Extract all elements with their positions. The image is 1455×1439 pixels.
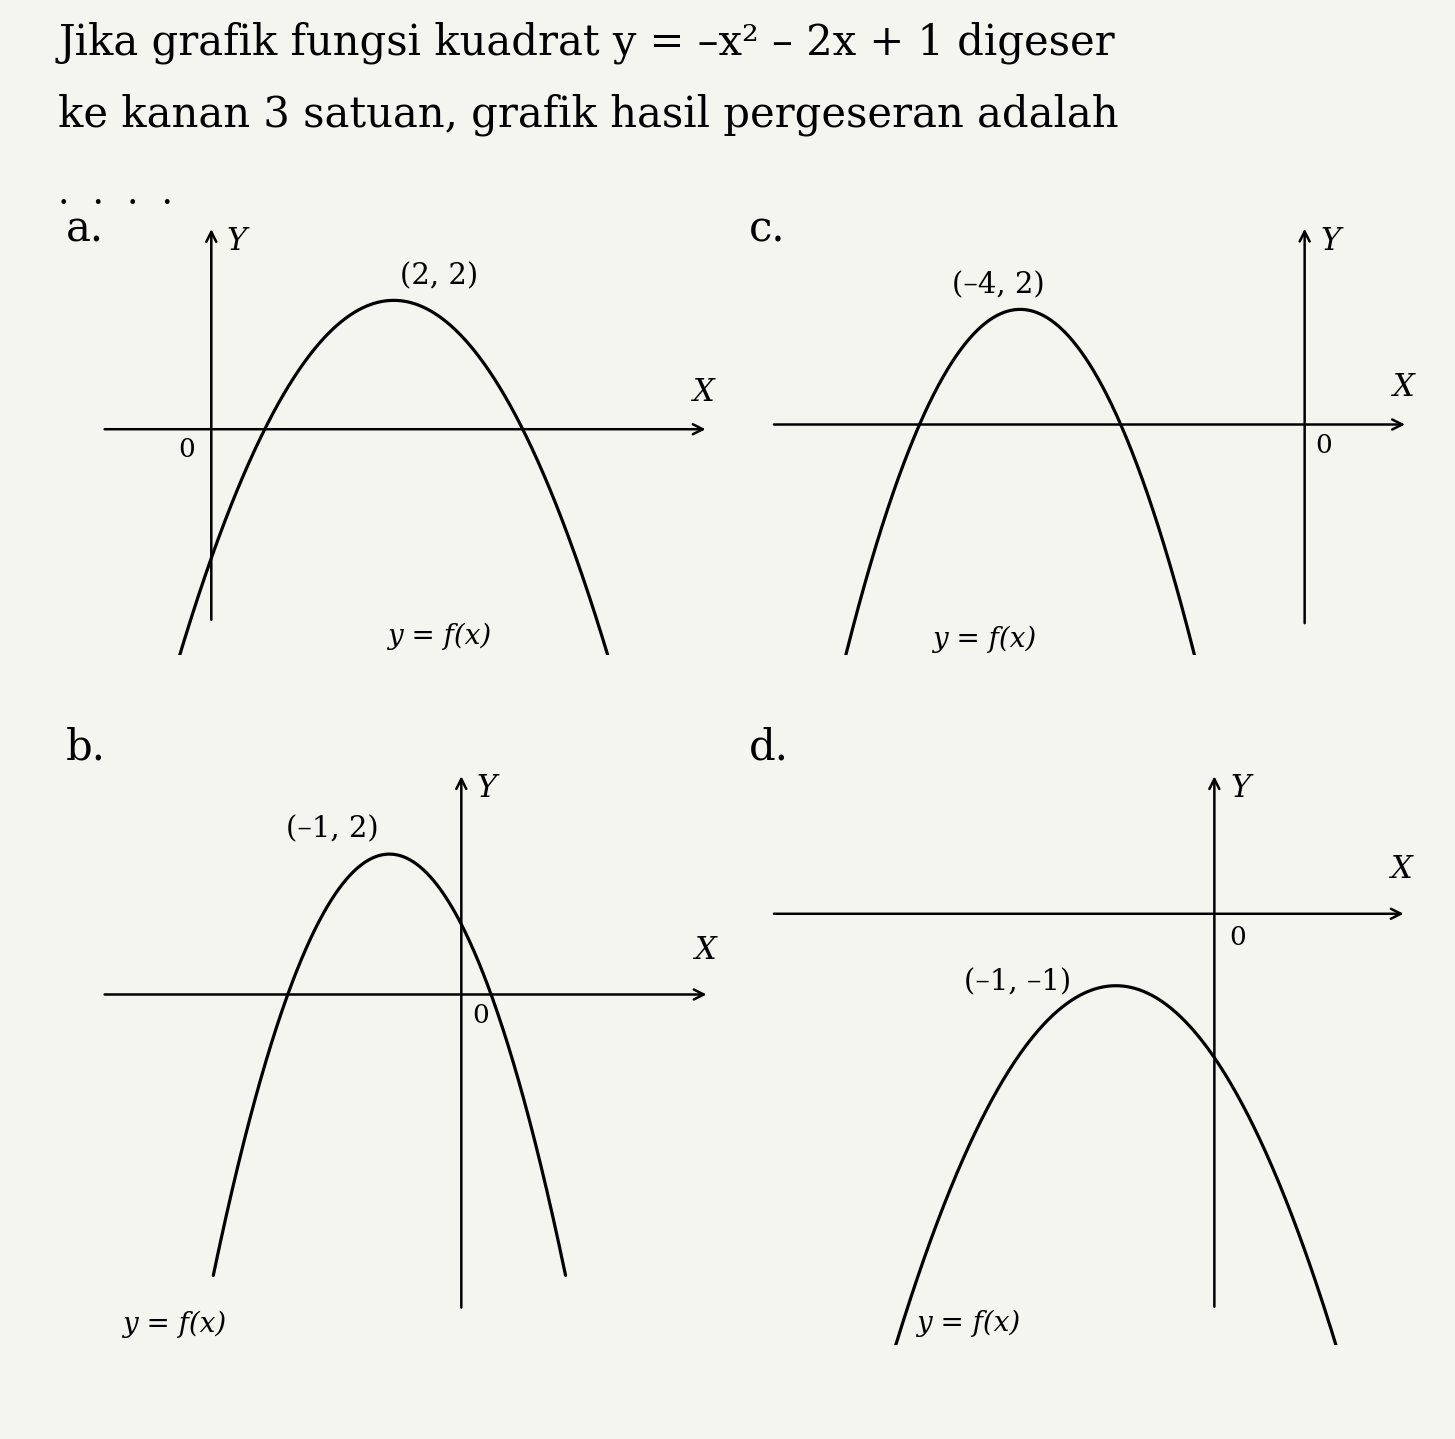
Text: (–1, –1): (–1, –1)	[963, 968, 1071, 996]
Text: y = f(x): y = f(x)	[933, 626, 1036, 653]
Text: 0: 0	[1229, 925, 1245, 950]
Text: (–4, 2): (–4, 2)	[953, 271, 1045, 299]
Text: Y: Y	[1231, 774, 1250, 804]
Text: (–1, 2): (–1, 2)	[285, 816, 378, 843]
Text: b.: b.	[65, 727, 105, 768]
Text: y = f(x): y = f(x)	[387, 623, 492, 650]
Text: 0: 0	[471, 1003, 489, 1027]
Text: 0: 0	[1315, 433, 1333, 458]
Text: Y: Y	[1321, 226, 1340, 258]
Text: X: X	[1391, 853, 1413, 885]
Text: Jika grafik fungsi kuadrat y = –x² – 2x + 1 digeser: Jika grafik fungsi kuadrat y = –x² – 2x …	[58, 22, 1115, 65]
Text: X: X	[1394, 371, 1416, 403]
Text: c.: c.	[749, 209, 786, 250]
Text: X: X	[695, 935, 717, 966]
Text: Y: Y	[477, 773, 496, 804]
Text: d.: d.	[749, 727, 789, 768]
Text: 0: 0	[178, 437, 195, 462]
Text: a.: a.	[65, 209, 103, 250]
Text: (2, 2): (2, 2)	[400, 263, 479, 291]
Text: ·  ·  ·  ·: · · · ·	[58, 187, 173, 222]
Text: ke kanan 3 satuan, grafik hasil pergeseran adalah: ke kanan 3 satuan, grafik hasil pergeser…	[58, 94, 1119, 137]
Text: Y: Y	[227, 226, 247, 258]
Text: y = f(x): y = f(x)	[917, 1309, 1020, 1337]
Text: X: X	[693, 377, 714, 407]
Text: y = f(x): y = f(x)	[122, 1311, 226, 1338]
